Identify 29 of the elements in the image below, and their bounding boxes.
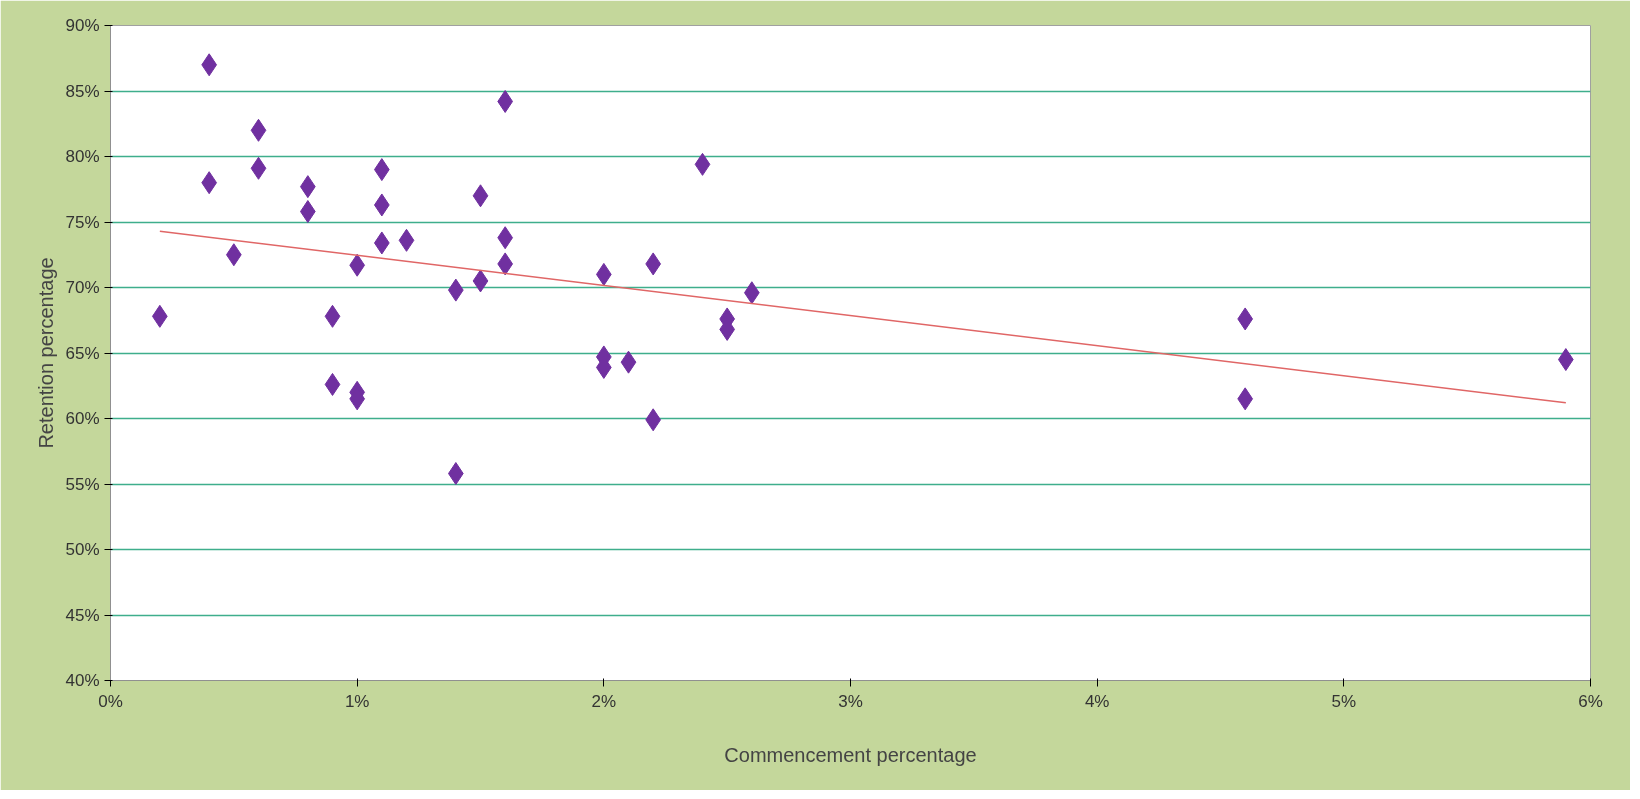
y-tick-label: 50% xyxy=(65,540,100,559)
point xyxy=(472,184,489,208)
y-tick-label: 40% xyxy=(65,671,100,690)
x-tick-label: 3% xyxy=(838,691,863,711)
y-tick-label: 70% xyxy=(65,278,100,297)
y-tick-label: 45% xyxy=(65,605,100,625)
y-tick-label: 80% xyxy=(65,147,100,166)
x-axis-title: Commencement percentage xyxy=(724,743,977,766)
y-tick-label: 75% xyxy=(65,212,100,232)
point xyxy=(250,156,267,180)
point xyxy=(398,228,415,252)
y-tick-label: 55% xyxy=(65,474,100,494)
y-tick-label: 60% xyxy=(65,409,100,428)
x-tick-label: 1% xyxy=(344,691,370,711)
y-axis-title: Retention percentage xyxy=(35,257,58,449)
point xyxy=(250,118,267,142)
y-tick-label: 65% xyxy=(65,343,100,363)
y-tick-label: 85% xyxy=(65,81,100,101)
x-tick-label: 2% xyxy=(591,691,617,711)
x-tick-label: 0% xyxy=(98,691,123,711)
y-tick-label: 90% xyxy=(65,16,100,35)
point xyxy=(324,372,341,396)
point xyxy=(694,152,711,176)
point xyxy=(472,269,489,293)
x-tick-label: 6% xyxy=(1578,691,1603,711)
point xyxy=(324,304,341,328)
x-tick-label: 4% xyxy=(1084,691,1110,711)
x-tick-label: 5% xyxy=(1331,691,1357,711)
point xyxy=(620,350,637,374)
